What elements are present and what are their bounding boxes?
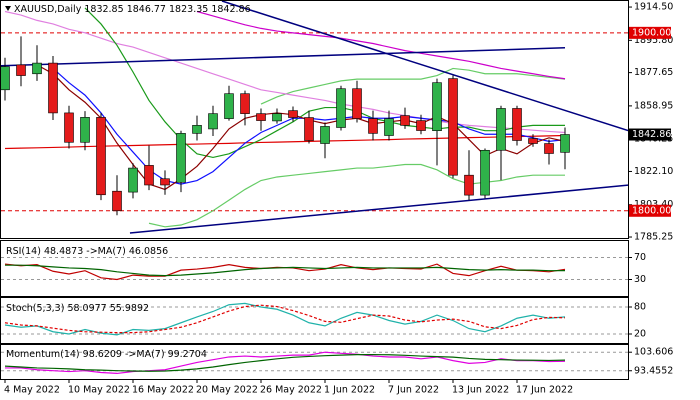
candle-body (208, 113, 218, 130)
candle-body (496, 108, 506, 151)
candle-body (176, 133, 186, 183)
candle-body (384, 118, 394, 136)
indicator-line (260, 67, 566, 105)
indicator-line (4, 304, 566, 334)
candle-body (80, 117, 90, 143)
candle-body (464, 174, 474, 196)
y-tick-label: 1877.65 (634, 67, 673, 78)
candle-body (112, 190, 122, 212)
momentum-label: Momentum(14) 98.6209 ->MA(7) 99.2704 (6, 349, 207, 360)
panel-plot (1, 1, 628, 234)
stoch-label: Stoch(5,3,3) 58.0977 55.9892 (6, 303, 149, 314)
indicator-line (4, 302, 566, 336)
candle-body (160, 178, 170, 186)
y-tick-label: 30 (634, 274, 646, 285)
x-tick-label: 17 Jun 2022 (516, 385, 573, 396)
indicator-line (5, 351, 566, 375)
indicator-line (84, 7, 565, 159)
y-tick-label: 93.4552 (634, 365, 673, 376)
candle-body (528, 138, 538, 144)
candle-body (336, 88, 346, 128)
x-tick-label: 26 May 2022 (260, 385, 322, 396)
candle-body (48, 62, 58, 114)
y-tick-label: 70 (634, 252, 646, 263)
candle-body (352, 88, 362, 119)
level-label: 1800.00 (632, 205, 671, 216)
y-tick-label: 1803.40 (634, 199, 673, 210)
x-tick-label: 13 Jun 2022 (452, 385, 509, 396)
panel-plot (1, 257, 628, 281)
candle-body (16, 64, 26, 76)
candle-body (224, 93, 234, 119)
y-tick-label: 20 (634, 329, 646, 340)
candle-body (272, 113, 282, 122)
indicator-line (4, 10, 566, 134)
y-tick-label: 80 (634, 302, 646, 313)
level-label: 1900.00 (632, 27, 671, 38)
indicator-line (4, 353, 566, 372)
trend-line (1, 47, 566, 67)
rsi-frame (0, 240, 629, 297)
y-tick-label: 1914.50 (634, 2, 673, 13)
momentum-frame (0, 344, 629, 380)
candle-body (256, 113, 266, 121)
plot-layer: 1914.501895.801877.651858.951840.251822.… (1, 1, 673, 396)
x-tick-label: 7 Jun 2022 (388, 385, 439, 396)
candle-body (128, 167, 138, 193)
rsi-label: RSI(14) 48.4873 ->MA(7) 46.0856 (6, 246, 168, 257)
panel-plot (1, 302, 628, 336)
candle-body (368, 118, 378, 134)
trend-line (129, 184, 628, 234)
trend-line (221, 1, 628, 132)
candle-body (560, 134, 570, 153)
candle-body (480, 149, 490, 196)
candle-body (416, 120, 426, 131)
y-tick-label: 1785.25 (634, 232, 673, 243)
candle-body (1, 66, 10, 91)
stoch-frame (0, 297, 629, 344)
candle-body (544, 143, 554, 154)
candle-body (432, 82, 442, 132)
y-tick-label: 1858.95 (634, 100, 673, 111)
candle-body (64, 112, 74, 143)
x-tick-label: 10 May 2022 (68, 385, 130, 396)
indicator-line (196, 10, 566, 80)
candle-body (192, 125, 202, 134)
header-icon (5, 6, 11, 11)
level-tag (629, 26, 671, 39)
panel-plot (1, 351, 628, 375)
x-tick-label: 1 Jun 2022 (324, 385, 375, 396)
candle-body (96, 117, 106, 196)
candle-body (144, 165, 154, 186)
x-tick-label: 20 May 2022 (196, 385, 258, 396)
last-price-tag (629, 128, 671, 141)
candle-body (240, 93, 250, 114)
level-tag (629, 204, 671, 217)
candle-body (512, 108, 522, 141)
last-price-label: 1842.86 (632, 129, 671, 140)
candle-body (320, 126, 330, 144)
indicator-line (148, 163, 565, 228)
candle-body (304, 117, 314, 141)
main-frame (0, 0, 629, 239)
candle-body (288, 110, 298, 118)
x-tick-label: 4 May 2022 (4, 385, 60, 396)
candle-body (32, 62, 42, 75)
y-tick-label: 103.606 (634, 347, 673, 358)
y-tick-label: 1895.80 (634, 35, 673, 46)
candle-body (448, 78, 458, 176)
chart-title: XAUUSD,Daily 1832.85 1846.77 1823.35 184… (14, 4, 251, 15)
x-tick-label: 16 May 2022 (132, 385, 194, 396)
indicator-line (36, 64, 566, 191)
y-tick-label: 1822.10 (634, 166, 673, 177)
candle-body (400, 115, 410, 126)
indicator-line (5, 264, 566, 277)
